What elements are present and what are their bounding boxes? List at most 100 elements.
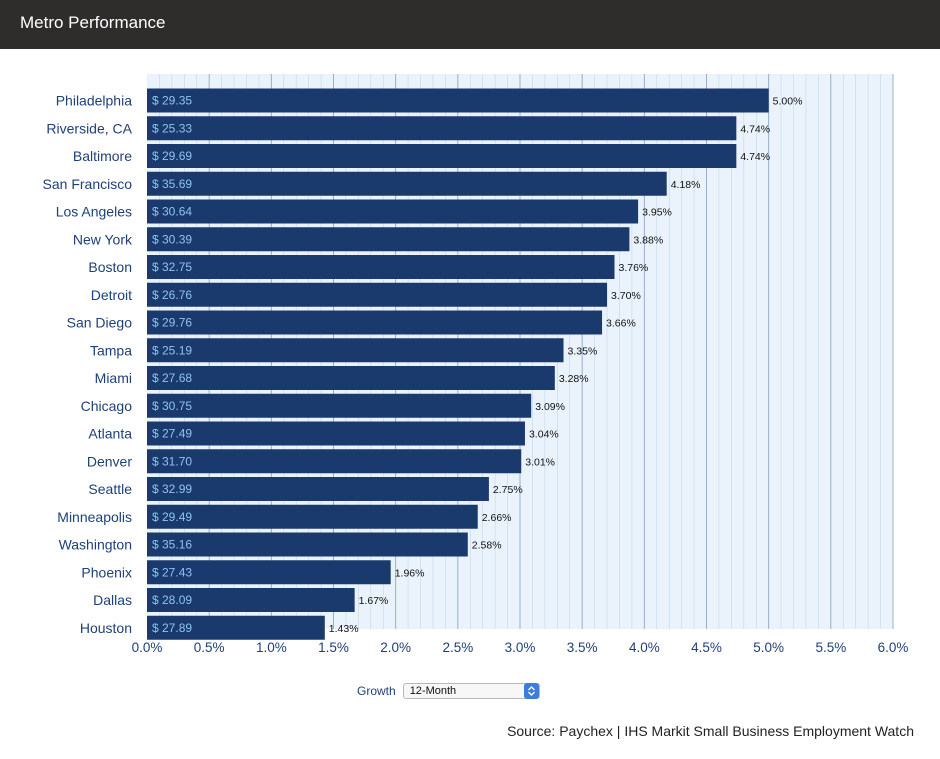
- bar-data-label: $ 35.16: [152, 538, 192, 552]
- category-label: Baltimore: [73, 148, 132, 164]
- value-label: 3.76%: [618, 262, 648, 274]
- bar-data-label: $ 27.89: [152, 621, 192, 635]
- value-label: 3.70%: [611, 290, 641, 302]
- bar-data-label: $ 28.09: [152, 593, 192, 607]
- bar: [147, 421, 525, 446]
- category-label: Boston: [88, 259, 132, 275]
- x-tick-label: 3.0%: [505, 640, 536, 655]
- bar-data-label: $ 31.70: [152, 454, 192, 468]
- category-label: Houston: [80, 620, 132, 636]
- growth-control: Growth 12-Month: [357, 682, 540, 700]
- x-tick-label: 3.5%: [567, 640, 598, 655]
- category-label: Riverside, CA: [46, 120, 132, 136]
- x-tick-label: 2.0%: [380, 640, 411, 655]
- bar: [147, 144, 737, 168]
- value-label: 5.00%: [773, 96, 803, 108]
- x-tick-label: 6.0%: [878, 640, 909, 655]
- value-label: 3.01%: [525, 456, 555, 468]
- bar-data-label: $ 29.76: [152, 316, 192, 330]
- category-label: New York: [73, 231, 133, 247]
- category-label: San Francisco: [43, 176, 133, 192]
- bar: [147, 393, 532, 418]
- bar: [147, 588, 355, 612]
- category-label: Denver: [87, 453, 132, 469]
- growth-select[interactable]: 12-Month: [402, 683, 540, 699]
- category-label: Washington: [59, 537, 132, 553]
- bar: [147, 88, 769, 113]
- value-label: 3.28%: [559, 373, 589, 385]
- value-label: 2.58%: [472, 540, 502, 552]
- bar: [147, 227, 630, 252]
- value-label: 3.35%: [568, 345, 598, 357]
- category-label: Dallas: [93, 592, 132, 608]
- x-tick-label: 0.0%: [132, 640, 163, 655]
- value-label: 1.67%: [359, 595, 389, 607]
- value-label: 4.74%: [740, 151, 770, 163]
- bar: [147, 532, 468, 557]
- category-label: Los Angeles: [56, 204, 132, 220]
- header-bar: Metro Performance: [0, 0, 940, 49]
- value-label: 2.66%: [482, 512, 512, 524]
- value-label: 3.04%: [529, 429, 559, 441]
- bar: [147, 255, 615, 279]
- category-label: Tampa: [90, 342, 132, 358]
- bar: [147, 310, 603, 335]
- value-label: 3.95%: [642, 207, 672, 219]
- bar: [147, 116, 737, 141]
- bar-data-label: $ 30.64: [152, 205, 192, 219]
- source-note: Source: Paychex | IHS Markit Small Busin…: [507, 723, 914, 739]
- x-tick-label: 5.0%: [753, 640, 784, 655]
- growth-select-value: 12-Month: [409, 685, 457, 697]
- category-label: Minneapolis: [57, 509, 132, 525]
- value-label: 1.43%: [329, 623, 359, 635]
- bar-data-label: $ 25.33: [152, 121, 192, 135]
- bar-data-label: $ 35.69: [152, 177, 192, 191]
- x-tick-label: 5.5%: [815, 640, 846, 655]
- value-label: 4.18%: [671, 179, 701, 191]
- page-title: Metro Performance: [20, 13, 166, 32]
- value-label: 2.75%: [493, 484, 523, 496]
- category-label: Miami: [95, 370, 132, 386]
- bar: [147, 449, 522, 474]
- value-label: 4.74%: [740, 123, 770, 135]
- bar: [147, 282, 608, 307]
- x-tick-label: 1.5%: [318, 640, 349, 655]
- bar-data-label: $ 29.69: [152, 149, 192, 163]
- bar: [147, 199, 639, 224]
- bar-data-label: $ 32.99: [152, 482, 192, 496]
- x-tick-label: 0.5%: [194, 640, 225, 655]
- bar-data-label: $ 32.75: [152, 260, 192, 274]
- x-tick-label: 2.5%: [442, 640, 473, 655]
- bar-chart: Philadelphia $ 29.35 5.00% Riverside, CA $ 2…: [43, 74, 909, 655]
- category-label: San Diego: [67, 315, 133, 331]
- bar-data-label: $ 27.49: [152, 427, 192, 441]
- bar-data-label: $ 29.49: [152, 510, 192, 524]
- value-label: 3.88%: [633, 234, 663, 246]
- category-label: Chicago: [81, 398, 133, 414]
- x-tick-label: 4.0%: [629, 640, 660, 655]
- bar-data-label: $ 26.76: [152, 288, 192, 302]
- bar-data-label: $ 29.35: [152, 94, 192, 108]
- bar: [147, 615, 325, 640]
- bar-data-label: $ 30.39: [152, 232, 192, 246]
- category-label: Philadelphia: [56, 93, 132, 109]
- bar-data-label: $ 30.75: [152, 399, 192, 413]
- x-tick-label: 1.0%: [256, 640, 287, 655]
- bar: [147, 477, 489, 501]
- bar-data-label: $ 27.43: [152, 565, 192, 579]
- value-label: 3.09%: [535, 401, 565, 413]
- bar: [147, 366, 555, 390]
- chevron-up-down-icon: [523, 683, 539, 699]
- x-tick-label: 4.5%: [691, 640, 722, 655]
- growth-label: Growth: [357, 684, 396, 698]
- value-label: 1.96%: [395, 567, 425, 579]
- value-label: 3.66%: [606, 318, 636, 330]
- bar-data-label: $ 27.68: [152, 371, 192, 385]
- category-label: Seattle: [88, 481, 132, 497]
- category-label: Detroit: [91, 287, 132, 303]
- bar-data-label: $ 25.19: [152, 343, 192, 357]
- bar: [147, 338, 564, 363]
- category-label: Phoenix: [81, 564, 132, 580]
- bar: [147, 504, 478, 529]
- bar: [147, 560, 391, 585]
